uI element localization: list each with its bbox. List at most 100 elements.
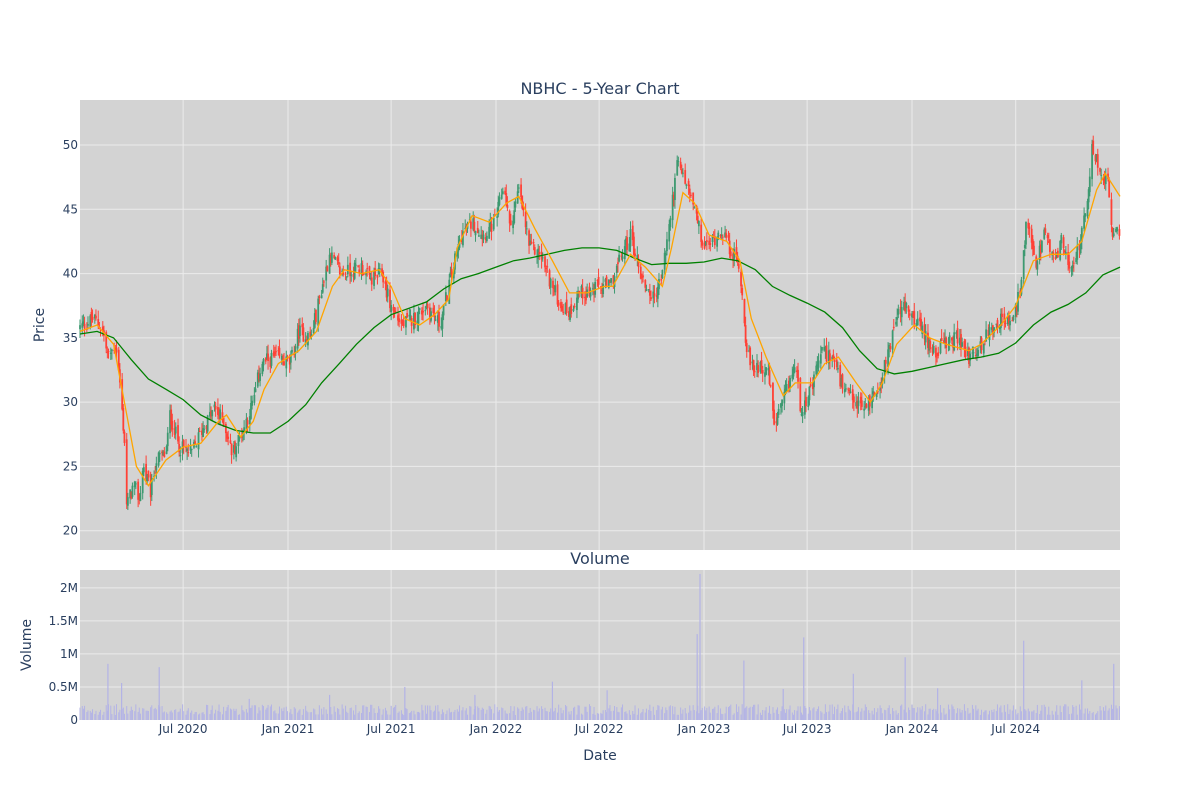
candle-body: [561, 305, 564, 311]
volume-bar: [921, 706, 923, 720]
candle-body: [173, 428, 176, 435]
volume-bar: [1063, 706, 1065, 720]
volume-bar: [1001, 712, 1003, 720]
volume-bar: [802, 714, 804, 720]
volume-bar: [419, 712, 421, 720]
volume-bar: [299, 709, 301, 720]
candle-body: [783, 391, 786, 404]
candle-body: [139, 492, 142, 502]
volume-bar: [705, 710, 707, 720]
volume-bar: [803, 637, 805, 720]
volume-bar: [329, 694, 331, 720]
candle-body: [1054, 256, 1057, 260]
volume-bar: [720, 708, 722, 720]
volume-bar: [239, 714, 241, 720]
candle-body: [879, 387, 881, 391]
candle-body: [234, 441, 236, 455]
candle-body: [684, 170, 687, 184]
volume-bar: [1079, 704, 1081, 720]
volume-bar: [469, 705, 471, 720]
volume-bar: [909, 709, 911, 720]
candle-body: [1104, 176, 1107, 185]
volume-bar: [612, 710, 614, 720]
candle-body: [436, 315, 439, 323]
volume-bar: [791, 712, 793, 720]
volume-bar: [628, 710, 630, 720]
candle-body: [795, 370, 798, 372]
volume-bar: [951, 704, 953, 720]
volume-bar: [653, 714, 655, 720]
volume-bar: [504, 710, 506, 720]
volume-bar: [829, 704, 831, 720]
candle-body: [214, 406, 217, 410]
volume-bar: [945, 713, 947, 720]
volume-bar: [566, 706, 568, 720]
volume-bar: [1032, 711, 1034, 720]
candle-body: [594, 282, 597, 295]
candle-body: [299, 325, 301, 337]
candle-body: [809, 384, 812, 387]
volume-bar: [821, 712, 823, 720]
candle-body: [158, 453, 161, 455]
candle-body: [109, 352, 112, 354]
candle-body: [655, 295, 658, 298]
volume-bar: [712, 708, 714, 720]
candle-body: [546, 266, 549, 268]
volume-bar: [749, 706, 751, 720]
volume-bar: [79, 707, 81, 720]
volume-bar: [1020, 711, 1022, 720]
candle-body: [993, 327, 995, 333]
candle-body: [525, 228, 528, 230]
candle-body: [182, 440, 185, 448]
volume-bar: [103, 711, 105, 720]
volume-bar: [594, 714, 596, 720]
candle-body: [1116, 227, 1119, 232]
candle-body: [434, 319, 437, 321]
candle-body: [138, 498, 141, 500]
candle-body: [277, 350, 280, 352]
volume-bar: [767, 712, 769, 720]
volume-bar: [725, 706, 727, 720]
candle-body: [165, 446, 168, 454]
volume-bar: [549, 711, 551, 720]
candle-body: [674, 177, 676, 201]
volume-bar: [425, 713, 427, 720]
volume-bar: [837, 704, 839, 720]
volume-bar: [353, 710, 355, 720]
volume-bar: [365, 706, 367, 720]
volume-bar: [1110, 704, 1112, 720]
volume-bar: [617, 711, 619, 720]
volume-bar: [161, 706, 163, 720]
candle-body: [460, 238, 463, 242]
candle-body: [1088, 176, 1091, 193]
volume-bar: [698, 713, 700, 720]
volume-bar: [884, 709, 886, 720]
volume-bar: [844, 705, 846, 720]
volume-bar: [313, 708, 315, 720]
candle-body: [998, 324, 1001, 330]
volume-bar: [1028, 711, 1030, 720]
volume-bar: [482, 708, 484, 720]
candle-body: [530, 241, 533, 244]
candle-body: [639, 266, 642, 279]
candle-body: [966, 349, 969, 356]
volume-bar: [1023, 640, 1025, 720]
candle-body: [780, 403, 782, 408]
volume-bar: [400, 710, 402, 720]
candle-body: [808, 386, 811, 401]
candle-body: [636, 255, 639, 260]
volume-bar: [857, 707, 859, 720]
candle-body: [913, 311, 916, 327]
volume-bar: [81, 706, 83, 720]
volume-bar: [389, 714, 391, 720]
candle-body: [178, 444, 181, 453]
candle-body: [620, 255, 623, 257]
volume-bar: [658, 705, 660, 720]
volume-bar: [321, 708, 323, 720]
volume-bar: [546, 711, 548, 720]
candle-body: [1096, 154, 1099, 168]
volume-bar: [608, 708, 610, 720]
volume-bar: [868, 710, 870, 720]
candle-body: [792, 368, 795, 377]
candle-body: [81, 323, 84, 328]
